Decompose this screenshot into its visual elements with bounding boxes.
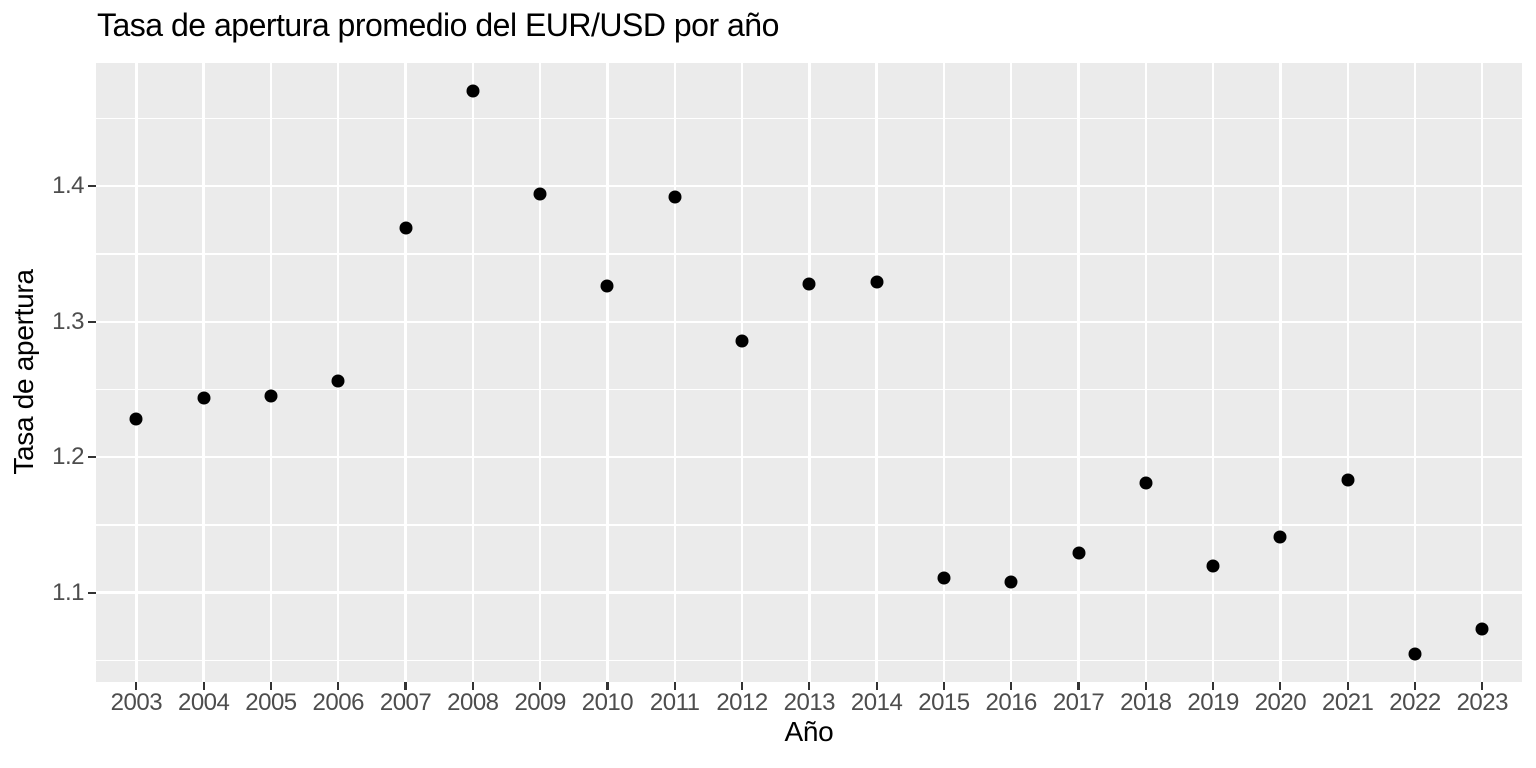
y-tick-label: 1.1: [52, 578, 84, 606]
x-tick-label: 2015: [918, 689, 970, 716]
x-major-gridline: [875, 63, 878, 682]
plot-panel: [96, 63, 1522, 682]
x-tick-mark: [1144, 682, 1147, 690]
data-point: [399, 221, 413, 235]
data-point: [264, 389, 278, 403]
data-point: [1004, 575, 1018, 589]
x-tick-label: 2009: [514, 689, 566, 716]
x-tick-mark: [471, 682, 474, 690]
x-tick-mark: [808, 682, 811, 690]
x-major-gridline: [135, 63, 138, 682]
x-tick-mark: [1279, 682, 1282, 690]
x-major-gridline: [1010, 63, 1013, 682]
data-point: [1408, 647, 1422, 661]
x-tick-label: 2016: [985, 689, 1038, 716]
y-tick-label: 1.4: [52, 172, 84, 200]
y-tick-mark: [88, 456, 96, 459]
x-tick-mark: [875, 682, 878, 690]
x-tick-label: 2023: [1456, 689, 1509, 716]
data-point: [802, 277, 816, 291]
x-tick-label: 2019: [1187, 689, 1239, 716]
x-tick-label: 2022: [1389, 689, 1441, 716]
x-tick-label: 2018: [1120, 689, 1172, 716]
data-point: [197, 391, 211, 405]
x-tick-mark: [1010, 682, 1013, 690]
y-tick-label: 1.3: [52, 307, 84, 335]
data-point: [466, 84, 480, 98]
x-major-gridline: [1211, 63, 1215, 682]
data-point: [533, 187, 547, 201]
x-major-gridline: [202, 63, 205, 682]
data-point: [1072, 546, 1086, 560]
x-tick-mark: [404, 682, 407, 690]
x-tick-mark: [1413, 682, 1417, 690]
x-tick-mark: [1077, 682, 1080, 690]
chart-title: Tasa de apertura promedio del EUR/USD po…: [97, 7, 779, 43]
x-tick-label: 2007: [379, 689, 432, 716]
x-major-gridline: [1413, 63, 1417, 682]
x-major-gridline: [404, 63, 407, 682]
x-tick-label: 2021: [1322, 689, 1374, 716]
x-tick-mark: [337, 682, 340, 690]
x-major-gridline: [808, 63, 811, 682]
x-major-gridline: [1346, 63, 1349, 682]
x-tick-label: 2011: [649, 689, 700, 716]
x-tick-mark: [1481, 682, 1484, 690]
data-point: [937, 571, 951, 585]
x-tick-mark: [539, 682, 542, 690]
data-point: [735, 334, 749, 348]
x-tick-mark: [673, 682, 676, 690]
data-point: [668, 190, 682, 204]
data-point: [1139, 476, 1153, 490]
x-tick-mark: [269, 682, 273, 690]
x-major-gridline: [673, 63, 676, 682]
x-tick-label: 2010: [581, 689, 634, 716]
x-major-gridline: [269, 63, 273, 682]
y-tick-mark: [88, 591, 96, 594]
x-major-gridline: [942, 63, 946, 682]
y-tick-mark: [88, 185, 96, 188]
x-major-gridline: [606, 63, 609, 682]
x-tick-mark: [942, 682, 946, 690]
x-major-gridline: [1077, 63, 1080, 682]
x-major-gridline: [1481, 63, 1484, 682]
x-tick-label: 2008: [447, 689, 499, 716]
x-tick-label: 2006: [312, 689, 365, 716]
x-tick-label: 2012: [716, 689, 768, 716]
x-tick-mark: [202, 682, 205, 690]
x-tick-label: 2003: [110, 689, 163, 716]
x-tick-mark: [740, 682, 744, 690]
x-axis-title: Año: [784, 716, 834, 747]
x-tick-label: 2013: [783, 689, 836, 716]
x-major-gridline: [471, 63, 475, 682]
x-major-gridline: [337, 63, 340, 682]
data-point: [1341, 473, 1355, 487]
x-major-gridline: [1144, 63, 1147, 682]
x-major-gridline: [538, 63, 542, 682]
x-tick-label: 2020: [1254, 689, 1307, 716]
x-major-gridline: [1279, 63, 1282, 682]
data-point: [600, 279, 614, 293]
x-tick-label: 2014: [850, 689, 903, 716]
x-tick-mark: [135, 682, 138, 690]
y-tick-mark: [88, 320, 96, 323]
x-tick-mark: [1212, 682, 1215, 690]
data-point: [1475, 622, 1489, 636]
x-tick-mark: [1346, 682, 1349, 690]
data-point: [129, 412, 143, 426]
x-tick-label: 2017: [1052, 689, 1105, 716]
data-point: [1206, 559, 1220, 572]
data-point: [1273, 530, 1287, 544]
data-point: [331, 374, 345, 388]
y-tick-label: 1.2: [52, 443, 84, 471]
x-tick-label: 2004: [177, 689, 230, 716]
data-point: [870, 275, 884, 289]
x-tick-mark: [606, 682, 609, 690]
x-tick-label: 2005: [245, 689, 297, 716]
x-major-gridline: [740, 63, 744, 682]
